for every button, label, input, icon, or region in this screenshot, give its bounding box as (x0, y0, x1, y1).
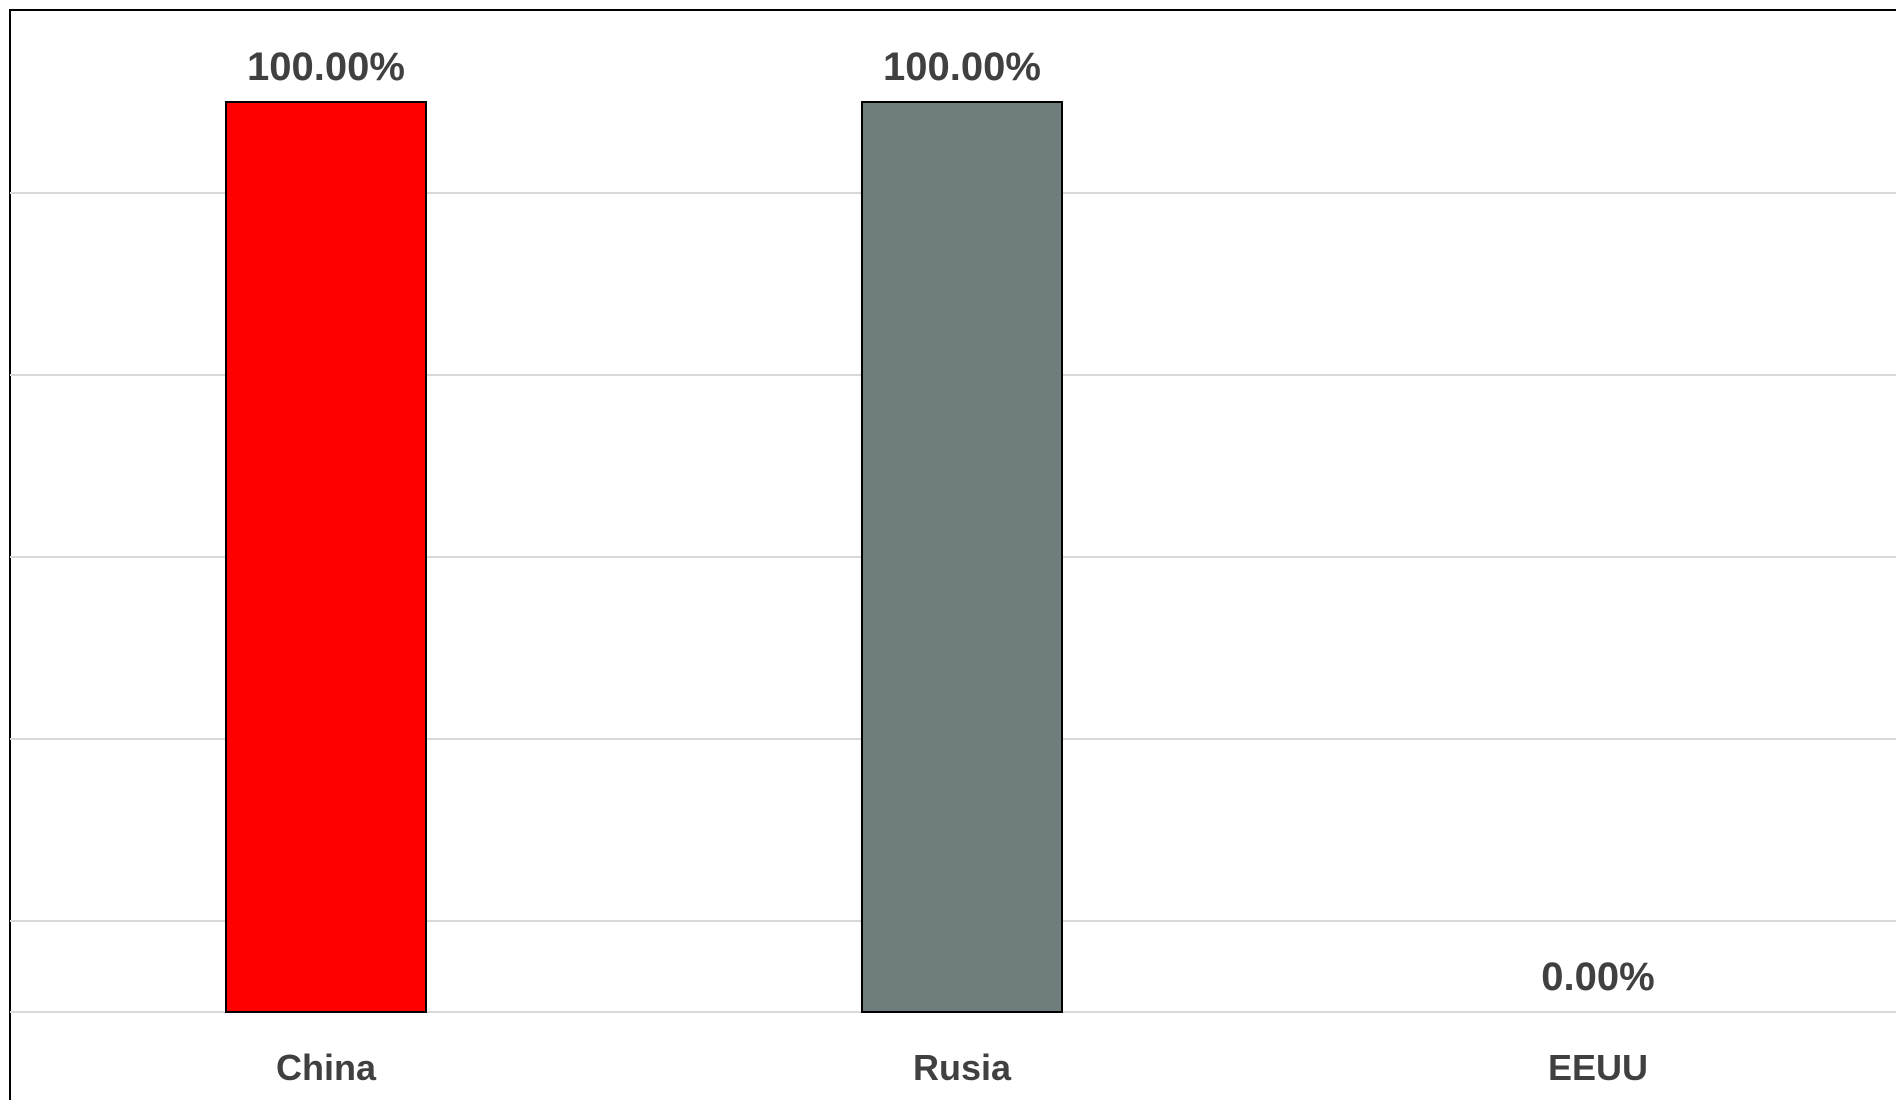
category-label-china: China (276, 1047, 377, 1088)
category-labels: China Rusia EEUU (276, 1047, 1648, 1088)
data-label-rusia: 100.00% (883, 45, 1041, 89)
bars (225, 101, 1063, 1013)
bar-rusia (861, 101, 1063, 1013)
bar-china (225, 101, 427, 1013)
category-label-eeuu: EEUU (1548, 1047, 1648, 1088)
data-labels: 100.00% 100.00% 0.00% (247, 45, 1655, 999)
category-label-rusia: Rusia (913, 1047, 1012, 1088)
data-label-eeuu: 0.00% (1541, 955, 1654, 999)
data-label-china: 100.00% (247, 45, 405, 89)
